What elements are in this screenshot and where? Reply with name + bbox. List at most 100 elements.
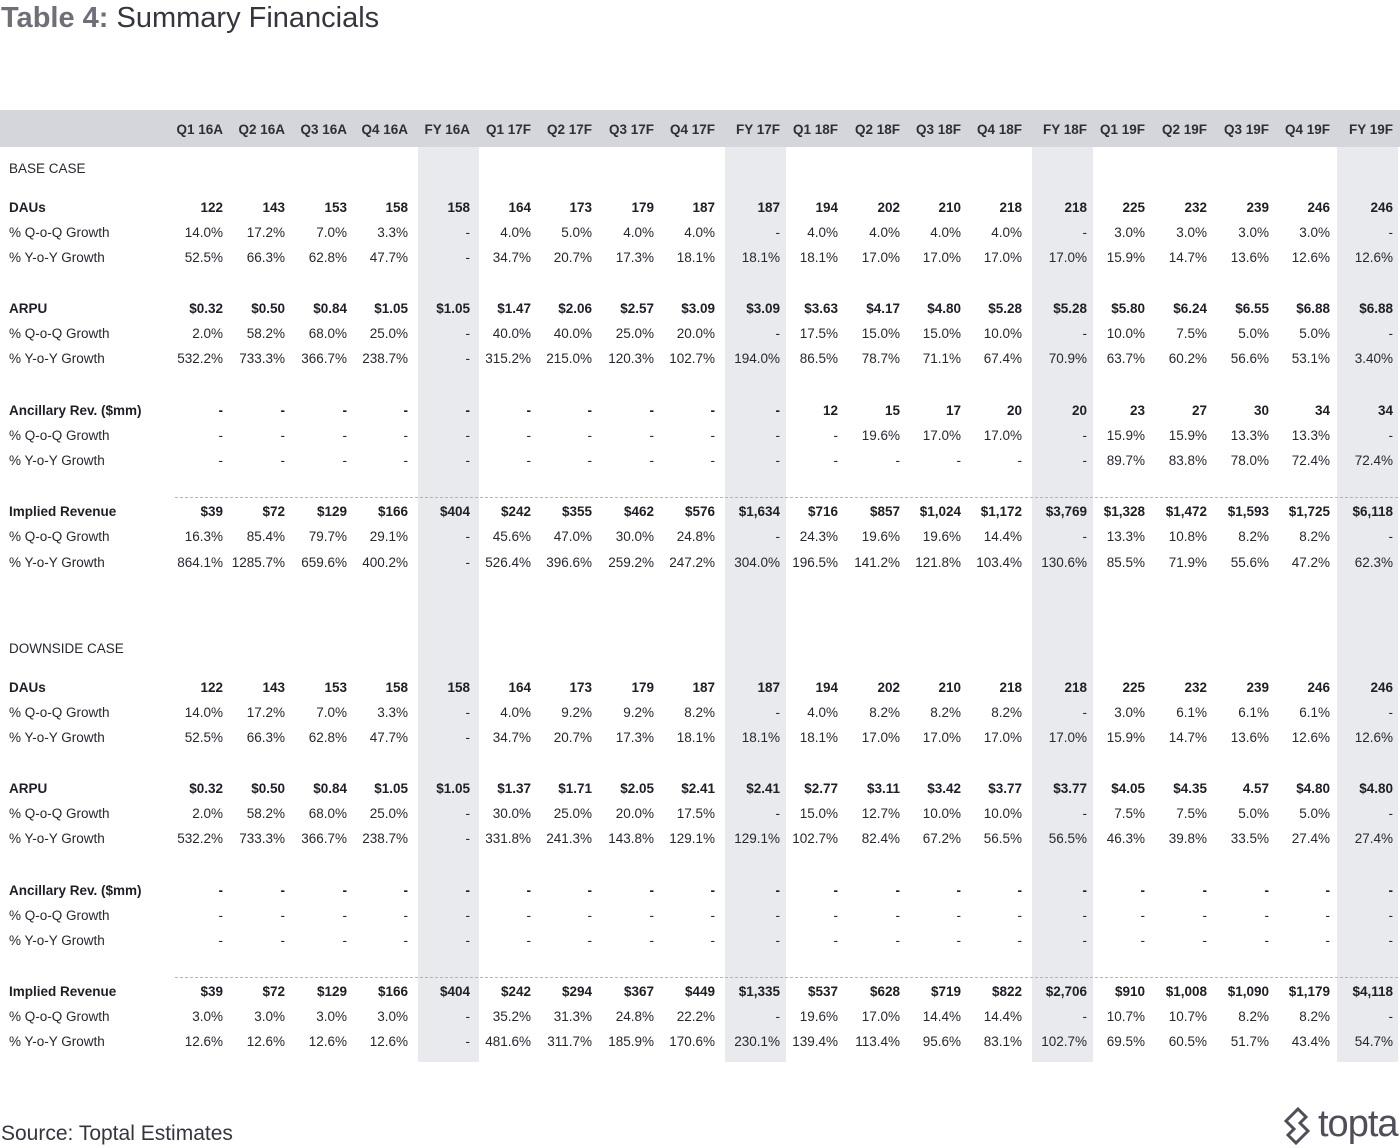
table-cell: $0.32 [189,301,223,316]
table-cell: $716 [807,504,838,519]
row-label: % Q-o-Q Growth [9,225,110,240]
table-cell: 13.3% [1106,529,1145,544]
table-cell: 13.3% [1230,428,1269,443]
column-header: Q2 16A [238,122,285,137]
table-cell: 158 [385,680,408,695]
column-header: Q3 19F [1223,122,1269,137]
table-cell: $1,472 [1165,504,1207,519]
table-cell: 18.1% [799,250,838,265]
row-label: Ancillary Rev. ($mm) [9,883,142,898]
table-cell: 532.2% [177,831,223,846]
table-cell: $857 [869,504,900,519]
table-cell: - [1017,908,1023,923]
table-cell: $129 [316,504,347,519]
table-cell: 79.7% [308,529,347,544]
table-cell: 10.7% [1106,1009,1145,1024]
table-cell: 246 [1370,680,1393,695]
table-cell: $5.28 [1053,301,1087,316]
table-cell: - [1325,883,1331,898]
table-cell: 366.7% [301,351,347,366]
table-cell: 63.7% [1106,351,1145,366]
table-cell: 15.9% [1168,428,1207,443]
table-cell: 4.0% [500,225,531,240]
table-cell: - [1388,225,1394,240]
table-cell: $4.80 [1359,781,1393,796]
table-cell: $0.84 [313,301,347,316]
table-cell: 10.0% [1106,326,1145,341]
table-cell: 1285.7% [231,555,285,570]
table-cell: - [465,529,471,544]
table-cell: 19.6% [861,428,900,443]
table-cell: 4.0% [500,705,531,720]
table-cell: $3.42 [927,781,961,796]
table-cell: 7.5% [1176,806,1207,821]
table-cell: 3.0% [1299,225,1330,240]
table-row: % Y-o-Y Growth 532.2% 733.3% 366.7% 238.7% -3… [0,827,1400,851]
table-cell: $3.77 [988,781,1022,796]
table-cell: - [833,908,839,923]
table-cell: 3.0% [192,1009,223,1024]
table-cell: - [775,529,781,544]
table-cell: - [465,908,471,923]
table-cell: $1,008 [1165,984,1207,999]
table-cell: - [218,908,224,923]
table-cell: - [1388,908,1394,923]
table-cell: - [710,428,716,443]
table-cell: - [465,351,471,366]
table-cell: - [587,403,593,418]
table-cell: - [280,428,286,443]
table-cell: 23 [1129,403,1145,418]
table-cell: 10.0% [983,806,1022,821]
table-cell: 56.5% [1048,831,1087,846]
table-row: % Q-o-Q Growth 3.0% 3.0% 3.0% 3.0% - 35.2% 31.3… [0,1005,1400,1029]
table-cell: 54.7% [1354,1034,1393,1049]
table-cell: $2.41 [681,781,715,796]
table-cell: 12.6% [246,1034,285,1049]
table-cell: $72 [262,984,285,999]
header-row: Q1 16A Q2 16A Q3 16A Q4 16A FY 16A Q1 17F Q2 1… [0,118,1400,142]
table-cell: - [956,453,962,468]
row-label: % Y-o-Y Growth [9,555,105,570]
table-cell: $1,172 [980,504,1022,519]
table-cell: 17.3% [615,730,654,745]
table-cell: - [465,730,471,745]
table-cell: 12 [822,403,838,418]
table-cell: - [956,933,962,948]
table-cell: 12.6% [1354,730,1393,745]
table-cell: 78.7% [861,351,900,366]
table-cell: - [587,933,593,948]
table-cell: 8.2% [869,705,900,720]
dashed-separator [175,977,1398,978]
table-cell: 187 [757,680,780,695]
column-header: Q3 18F [915,122,961,137]
table-cell: - [342,403,348,418]
column-header: Q4 17F [669,122,715,137]
table-cell: 85.5% [1106,555,1145,570]
table-cell: 15.0% [922,326,961,341]
table-cell: $4,118 [1352,984,1393,999]
table-cell: 3.0% [377,1009,408,1024]
table-cell: - [403,933,409,948]
table-cell: - [1082,225,1088,240]
table-cell: 194 [815,680,838,695]
table-cell: $2.06 [558,301,592,316]
table-cell: 70.9% [1048,351,1087,366]
table-cell: - [775,883,781,898]
table-cell: 19.6% [799,1009,838,1024]
table-cell: - [1082,428,1088,443]
table-cell: 13.6% [1230,250,1269,265]
table-cell: 22.2% [676,1009,715,1024]
header-band [0,110,1400,147]
table-cell: 239 [1246,200,1269,215]
table-cell: 43.4% [1291,1034,1330,1049]
table-cell: 51.7% [1230,1034,1269,1049]
table-cell: $2.05 [620,781,654,796]
table-cell: 121.8% [915,555,961,570]
table-cell: 24.8% [615,1009,654,1024]
row-label: % Q-o-Q Growth [9,529,110,544]
table-cell: $1,593 [1227,504,1269,519]
table-cell: $1,634 [738,504,780,519]
table-cell: 158 [385,200,408,215]
table-cell: 173 [569,200,592,215]
table-cell: $1,725 [1288,504,1330,519]
